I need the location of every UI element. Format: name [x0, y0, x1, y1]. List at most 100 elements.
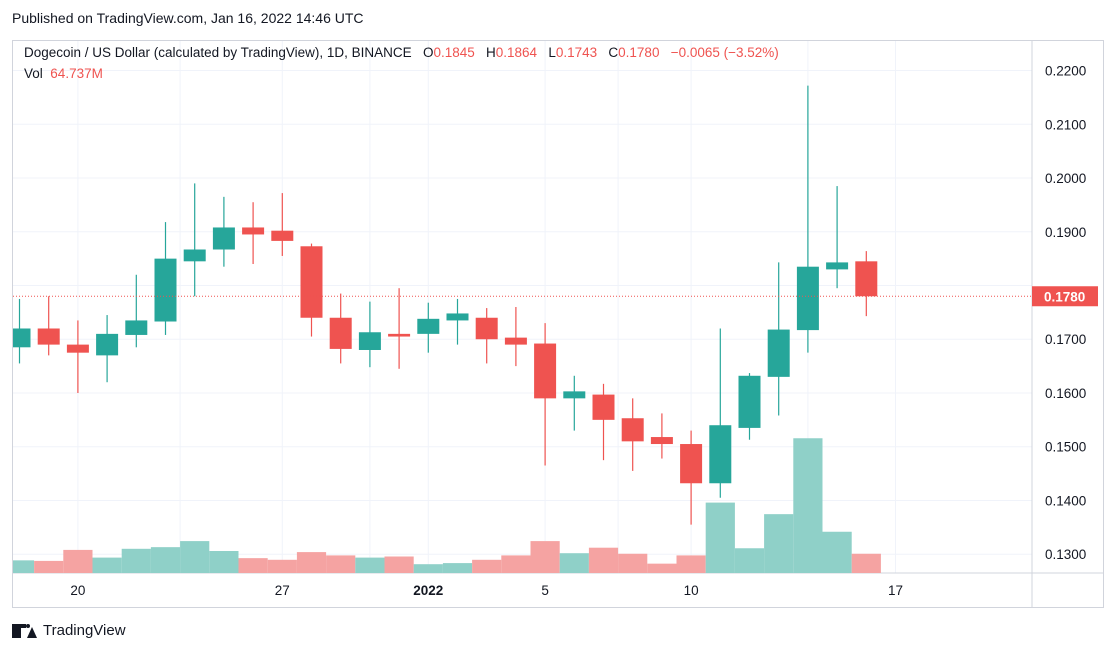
candle-body [446, 313, 469, 321]
price-tick-label: 0.1700 [1045, 332, 1086, 347]
candle [534, 323, 557, 466]
volume-bar [618, 553, 648, 573]
candle [621, 398, 644, 471]
volume-value: 64.737M [50, 66, 103, 81]
candle-body [154, 258, 177, 322]
price-tick-label: 0.2100 [1045, 117, 1086, 132]
candle-body [563, 391, 586, 399]
change-value: −0.0065 (−3.52%) [670, 45, 779, 60]
volume-bar [150, 547, 181, 573]
price-tick-label: 0.1300 [1045, 547, 1086, 562]
candle-body [125, 320, 148, 335]
volume-bar [705, 502, 735, 573]
price-tick-label: 0.1600 [1045, 386, 1086, 401]
candle-body [66, 344, 89, 353]
time-tick-label: 2022 [413, 583, 443, 598]
high-label: H [486, 45, 496, 60]
volume-label: Vol [24, 66, 43, 81]
volume-bar [209, 551, 239, 573]
candle [796, 85, 819, 353]
candle-body [329, 317, 352, 349]
volume-bar [34, 560, 64, 573]
candle [826, 186, 849, 289]
open-value: 0.1845 [433, 45, 475, 60]
candle-body [475, 317, 498, 340]
candle-body [300, 246, 323, 318]
low-label: L [548, 45, 556, 60]
volume-bar [326, 555, 356, 573]
published-info: Published on TradingView.com, Jan 16, 20… [12, 10, 364, 26]
time-tick-label: 17 [888, 583, 903, 598]
volume-bar [63, 549, 93, 573]
price-tick-label: 0.1500 [1045, 440, 1086, 455]
candle-body [504, 337, 527, 345]
close-label: C [608, 45, 619, 60]
candle [738, 373, 761, 440]
volume-bar [13, 560, 35, 573]
candle-body [271, 230, 294, 241]
candle-body [388, 333, 411, 337]
candle [13, 298, 31, 364]
volume-bars [13, 438, 881, 573]
candle-body [796, 266, 819, 331]
last-price-label: 0.1780 [1044, 289, 1085, 304]
candle [417, 302, 440, 353]
candle-body [96, 333, 119, 356]
volume-bar [530, 541, 560, 573]
price-axis: 0.2200 0.2100 0.2000 0.1900 0.1700 0.1600 0.15… [1045, 64, 1086, 563]
volume-bar [384, 556, 414, 573]
candle [767, 262, 790, 416]
volume-bar [588, 547, 619, 573]
volume-bar [296, 552, 327, 573]
candle-body [37, 328, 60, 345]
volume-bar [851, 553, 881, 573]
candle [66, 320, 89, 393]
candle-body [358, 332, 381, 350]
ohlc-legend: Dogecoin / US Dollar (calculated by Trad… [24, 45, 779, 60]
volume-bar [180, 541, 210, 573]
candle [125, 274, 148, 348]
volume-legend: Vol 64.737M [24, 66, 103, 81]
candle [300, 243, 323, 337]
candle [329, 293, 352, 364]
volume-bar [238, 558, 268, 573]
candle [96, 315, 119, 383]
candle-body [855, 261, 878, 297]
candle-body [767, 329, 790, 377]
candle [183, 183, 206, 297]
time-tick-label: 5 [541, 583, 549, 598]
candle-body [709, 425, 732, 484]
candle [212, 196, 235, 267]
candle-body [242, 227, 265, 235]
chart-frame[interactable] [12, 40, 1104, 608]
candle [855, 251, 878, 317]
candle-body [738, 375, 761, 428]
candle-body [621, 418, 644, 442]
candle-body [534, 343, 557, 399]
last-price-badge [1032, 286, 1098, 307]
candle-body [183, 249, 206, 262]
volume-bar [121, 548, 151, 573]
candle [563, 375, 586, 431]
candle-body [680, 444, 703, 484]
candle [709, 328, 732, 498]
price-tick-label: 0.2200 [1045, 64, 1086, 79]
candle [475, 308, 498, 364]
symbol-title: Dogecoin / US Dollar (calculated by Trad… [24, 45, 412, 60]
candle [358, 301, 381, 368]
volume-bar [442, 563, 473, 573]
candle [242, 202, 265, 265]
volume-bar [472, 559, 502, 573]
volume-bar [413, 564, 443, 573]
candle [446, 298, 469, 345]
time-axis: 20 27 2022 5 10 17 [70, 583, 903, 598]
tradingview-footer[interactable]: TradingView [12, 622, 126, 639]
volume-bar [793, 438, 823, 573]
volume-bar [647, 563, 677, 573]
candle-body [826, 262, 849, 270]
low-value: 0.1743 [555, 45, 598, 60]
time-tick-label: 10 [684, 583, 699, 598]
candle [504, 307, 527, 367]
candle [592, 383, 615, 461]
